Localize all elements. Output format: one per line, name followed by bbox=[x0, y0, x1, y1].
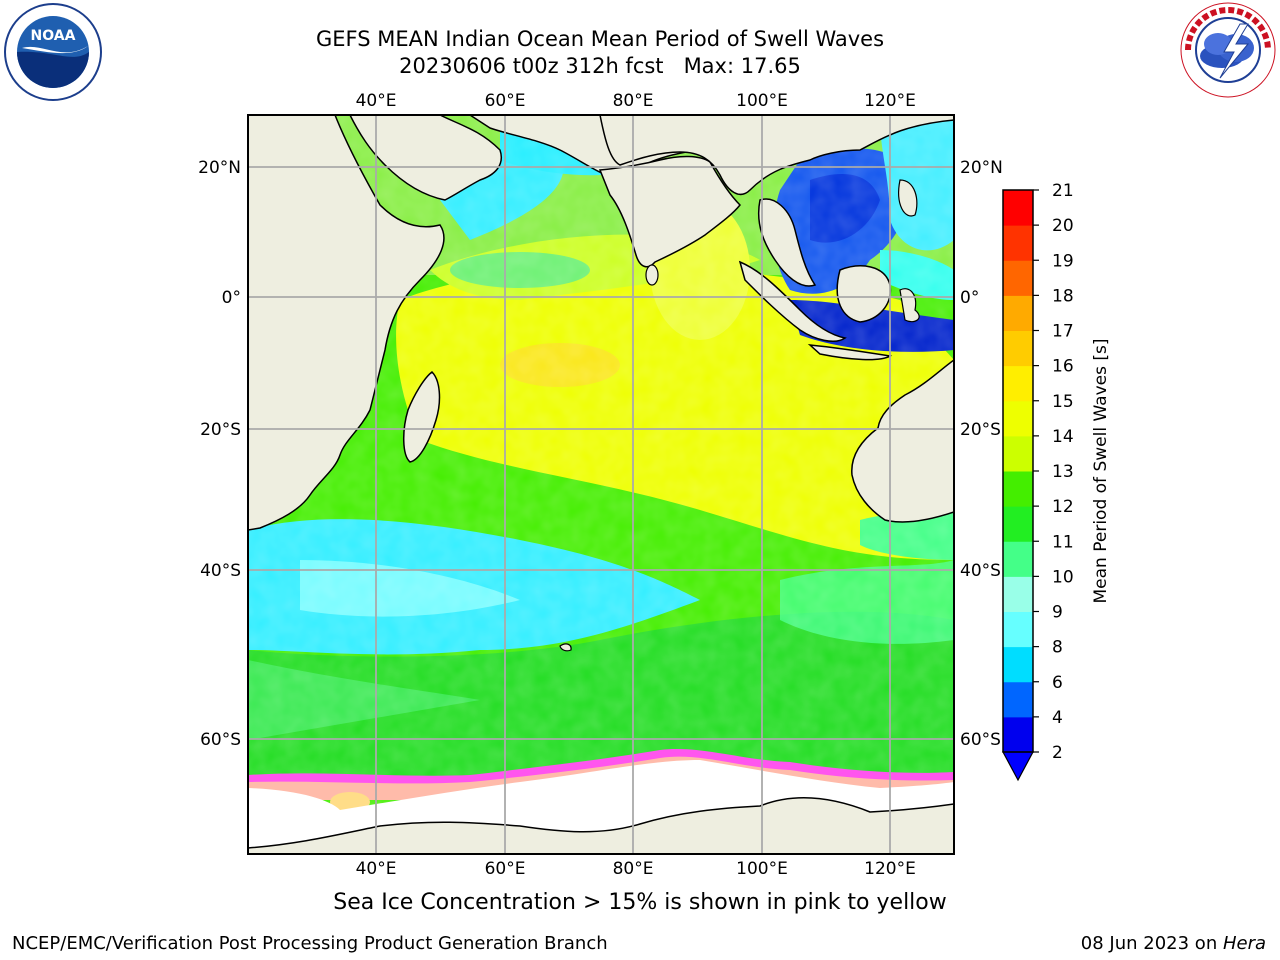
colorbar-segment bbox=[1003, 260, 1033, 296]
colorbar-tick-label: 17 bbox=[1052, 322, 1074, 342]
colorbar-segment bbox=[1003, 471, 1033, 507]
colorbar-label: Mean Period of Swell Waves [s] bbox=[1091, 339, 1111, 604]
colorbar: 2 4 6 8 9 10 11 12 13 14 15 16 17 18 19 20 21 bbox=[1001, 181, 1074, 782]
colorbar-segment bbox=[1003, 400, 1033, 437]
noaa-logo-text: NOAA bbox=[31, 28, 76, 44]
lon-label-bottom: 40°E bbox=[356, 859, 397, 879]
colorbar-tick-label: 9 bbox=[1052, 603, 1063, 623]
chart-title: GEFS MEAN Indian Ocean Mean Period of Sw… bbox=[315, 27, 885, 51]
lon-label-bottom: 60°E bbox=[485, 859, 526, 879]
colorbar-tick-label: 16 bbox=[1052, 357, 1074, 377]
chart-subtitle: 20230606 t00z 312h fcst Max: 17.65 bbox=[399, 54, 801, 78]
colorbar-segment bbox=[1003, 190, 1033, 226]
colorbar-tick-label: 10 bbox=[1052, 567, 1074, 587]
nws-logo bbox=[1180, 2, 1276, 98]
lat-label-left: 0° bbox=[222, 288, 241, 308]
colorbar-tick-label: 6 bbox=[1052, 673, 1063, 693]
footer-date-text: 08 Jun 2023 on bbox=[1080, 933, 1223, 954]
lon-label-bottom: 120°E bbox=[864, 859, 916, 879]
colorbar-tick-label: 4 bbox=[1052, 708, 1063, 728]
colorbar-tick-label: 15 bbox=[1052, 392, 1074, 412]
colorbar-segment bbox=[1003, 611, 1033, 648]
map-caption: Sea Ice Concentration > 15% is shown in … bbox=[333, 890, 947, 915]
map-field bbox=[248, 115, 954, 854]
lon-label-top: 60°E bbox=[485, 91, 526, 111]
colorbar-tick-label: 12 bbox=[1052, 497, 1074, 517]
colorbar-tick-label: 21 bbox=[1052, 181, 1074, 201]
map-frame bbox=[247, 114, 955, 855]
lat-label-left: 40°S bbox=[200, 561, 241, 581]
colorbar-extend-arrow bbox=[1001, 751, 1035, 782]
lat-label-right: 20°N bbox=[960, 158, 1003, 178]
colorbar-segment bbox=[1003, 541, 1033, 577]
colorbar-segment bbox=[1003, 435, 1033, 472]
lon-label-bottom: 100°E bbox=[736, 859, 788, 879]
lon-label-top: 40°E bbox=[356, 91, 397, 111]
colorbar-tick-label: 20 bbox=[1052, 216, 1074, 236]
colorbar-tick-label: 2 bbox=[1052, 743, 1063, 763]
footer-date: 08 Jun 2023 on Hera bbox=[1081, 933, 1266, 954]
footer-credit: NCEP/EMC/Verification Post Processing Pr… bbox=[12, 933, 608, 954]
colorbar-tick-label: 11 bbox=[1052, 532, 1074, 552]
colorbar-segment bbox=[1003, 225, 1033, 261]
lat-label-right: 0° bbox=[960, 288, 979, 308]
colorbar-segment bbox=[1003, 576, 1033, 612]
lat-label-left: 20°N bbox=[198, 158, 241, 178]
colorbar-segment bbox=[1003, 506, 1033, 542]
colorbar-tick-label: 13 bbox=[1052, 462, 1074, 482]
lon-label-bottom: 80°E bbox=[613, 859, 654, 879]
lon-label-top: 80°E bbox=[613, 91, 654, 111]
footer-machine: Hera bbox=[1222, 933, 1266, 954]
colorbar-tick-label: 18 bbox=[1052, 286, 1074, 306]
lat-label-right: 20°S bbox=[960, 420, 1001, 440]
colorbar-tick-label: 8 bbox=[1052, 638, 1063, 658]
lat-label-left: 20°S bbox=[200, 420, 241, 440]
colorbar-segment bbox=[1003, 330, 1033, 367]
colorbar-segment bbox=[1003, 365, 1033, 402]
colorbar-segment bbox=[1003, 295, 1033, 331]
lat-label-left: 60°S bbox=[200, 730, 241, 750]
colorbar-tick-label: 14 bbox=[1052, 427, 1074, 447]
lat-label-right: 60°S bbox=[960, 730, 1001, 750]
gridlines bbox=[248, 115, 954, 854]
colorbar-tick-label: 19 bbox=[1052, 251, 1074, 271]
lon-label-top: 100°E bbox=[736, 91, 788, 111]
lon-label-top: 120°E bbox=[864, 91, 916, 111]
colorbar-segment bbox=[1003, 716, 1033, 753]
colorbar-segment bbox=[1003, 681, 1033, 718]
noaa-logo: NOAA bbox=[4, 3, 102, 101]
colorbar-segment bbox=[1003, 646, 1033, 683]
lat-label-right: 40°S bbox=[960, 561, 1001, 581]
